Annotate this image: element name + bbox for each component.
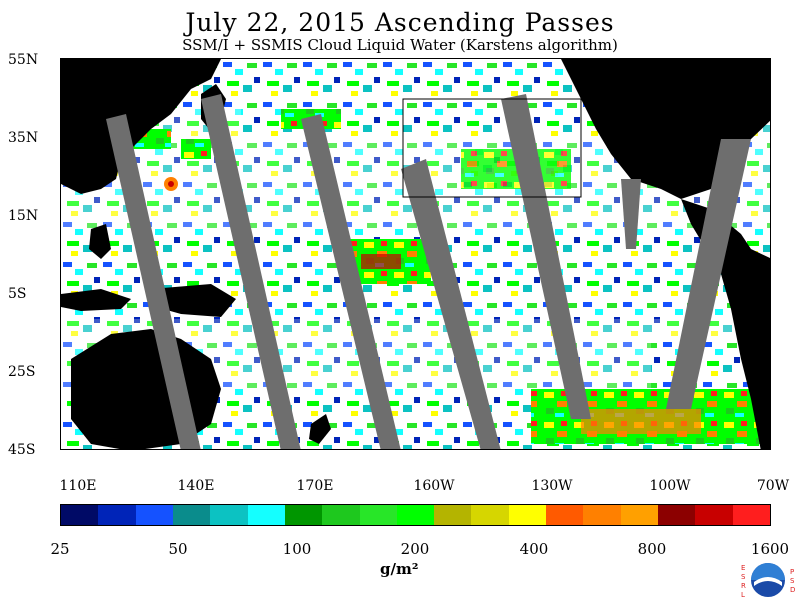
lon-label-160w: 160W <box>413 478 455 494</box>
lat-label-45s: 45S <box>8 442 36 458</box>
colorbar-swatch-13 <box>546 505 584 525</box>
colorbar-tick-800: 800 <box>637 540 667 558</box>
colorbar-unit: g/m² <box>380 560 419 578</box>
colorbar-swatch-17 <box>695 505 733 525</box>
lon-label-170e: 170E <box>296 478 334 494</box>
lat-label-5s: 5S <box>8 286 27 302</box>
map-canvas <box>61 59 770 449</box>
highlight-box <box>402 98 582 198</box>
lon-label-140e: 140E <box>177 478 215 494</box>
colorbar-swatch-12 <box>508 505 547 525</box>
map-title: July 22, 2015 Ascending Passes <box>185 8 615 37</box>
svg-text:S: S <box>790 577 795 585</box>
colorbar-swatch-14 <box>583 505 621 525</box>
noaa-logo: E S R L P S D <box>738 556 798 600</box>
colorbar-tick-25: 25 <box>50 540 70 558</box>
lat-label-25s: 25S <box>8 364 36 380</box>
colorbar <box>60 504 771 526</box>
colorbar-tick-1600: 1600 <box>750 540 790 558</box>
lon-label-110e: 110E <box>59 478 97 494</box>
satellite-swath-gaps <box>106 94 751 449</box>
colorbar-tick-400: 400 <box>519 540 549 558</box>
colorbar-swatch-9 <box>396 505 435 525</box>
map-subtitle: SSM/I + SSMIS Cloud Liquid Water (Karste… <box>182 36 618 54</box>
lat-label-55n: 55N <box>8 52 39 68</box>
svg-text:L: L <box>741 591 745 599</box>
colorbar-tick-100: 100 <box>282 540 312 558</box>
colorbar-swatch-6 <box>284 505 323 525</box>
lon-label-130w: 130W <box>531 478 573 494</box>
colorbar-swatch-0 <box>61 505 99 525</box>
colorbar-swatch-15 <box>620 505 658 525</box>
colorbar-tick-50: 50 <box>168 540 188 558</box>
svg-text:E: E <box>741 564 745 572</box>
colorbar-swatch-3 <box>172 505 211 525</box>
colorbar-swatch-7 <box>322 505 360 525</box>
lat-label-35n: 35N <box>8 130 39 146</box>
svg-text:S: S <box>741 573 746 581</box>
lon-label-70w: 70W <box>756 478 790 494</box>
svg-text:R: R <box>741 582 746 590</box>
lon-label-100w: 100W <box>649 478 691 494</box>
colorbar-swatch-2 <box>135 505 173 525</box>
colorbar-swatch-4 <box>210 505 248 525</box>
lat-label-15n: 15N <box>8 208 39 224</box>
colorbar-swatch-1 <box>98 505 136 525</box>
colorbar-swatch-10 <box>434 505 472 525</box>
colorbar-tick-200: 200 <box>400 540 430 558</box>
colorbar-swatch-11 <box>471 505 509 525</box>
svg-text:P: P <box>790 568 794 576</box>
colorbar-swatch-18 <box>732 505 770 525</box>
colorbar-swatch-5 <box>247 505 285 525</box>
svg-text:D: D <box>790 586 795 594</box>
cloud-liquid-water-map <box>60 58 771 450</box>
colorbar-swatch-16 <box>658 505 696 525</box>
colorbar-swatch-8 <box>359 505 397 525</box>
